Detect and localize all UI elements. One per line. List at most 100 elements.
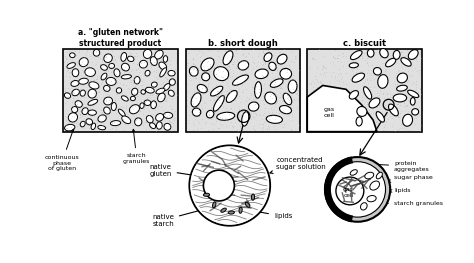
Ellipse shape xyxy=(164,112,173,118)
Ellipse shape xyxy=(408,90,419,98)
Ellipse shape xyxy=(288,80,297,93)
Ellipse shape xyxy=(197,84,207,93)
Ellipse shape xyxy=(265,92,276,104)
Ellipse shape xyxy=(376,112,384,122)
Ellipse shape xyxy=(393,50,400,59)
Text: starch granules: starch granules xyxy=(377,201,443,206)
Text: gas
cell: gas cell xyxy=(323,107,335,118)
Circle shape xyxy=(190,145,270,226)
Ellipse shape xyxy=(364,87,372,99)
Ellipse shape xyxy=(79,58,88,67)
Polygon shape xyxy=(307,85,377,132)
Ellipse shape xyxy=(393,94,407,102)
Ellipse shape xyxy=(64,93,71,98)
Ellipse shape xyxy=(350,170,357,175)
Bar xyxy=(307,48,422,132)
Ellipse shape xyxy=(251,194,255,200)
Ellipse shape xyxy=(104,97,112,105)
Ellipse shape xyxy=(89,82,99,89)
Ellipse shape xyxy=(132,88,138,95)
Ellipse shape xyxy=(239,207,242,213)
Text: native
gluten: native gluten xyxy=(149,164,206,178)
Ellipse shape xyxy=(164,84,170,90)
Bar xyxy=(63,48,178,132)
Ellipse shape xyxy=(266,115,283,123)
Ellipse shape xyxy=(104,54,112,63)
Ellipse shape xyxy=(141,90,146,94)
Ellipse shape xyxy=(72,89,79,96)
Ellipse shape xyxy=(156,88,165,94)
Ellipse shape xyxy=(101,73,107,80)
Ellipse shape xyxy=(128,56,134,62)
Ellipse shape xyxy=(140,103,144,108)
Ellipse shape xyxy=(163,56,168,62)
Ellipse shape xyxy=(213,95,224,111)
Ellipse shape xyxy=(86,119,92,125)
Ellipse shape xyxy=(245,202,250,207)
Ellipse shape xyxy=(144,100,151,105)
Ellipse shape xyxy=(277,54,287,64)
Ellipse shape xyxy=(104,85,110,91)
Ellipse shape xyxy=(242,112,249,126)
Circle shape xyxy=(203,170,235,201)
Ellipse shape xyxy=(217,112,235,120)
Ellipse shape xyxy=(397,85,407,91)
Ellipse shape xyxy=(408,50,418,59)
Ellipse shape xyxy=(80,90,85,96)
Ellipse shape xyxy=(151,101,156,109)
Ellipse shape xyxy=(269,62,276,70)
Ellipse shape xyxy=(121,96,128,101)
Text: starch
granules: starch granules xyxy=(123,129,150,164)
Ellipse shape xyxy=(155,114,164,121)
Circle shape xyxy=(330,162,385,217)
Text: native
starch: native starch xyxy=(152,209,202,227)
Bar xyxy=(186,48,300,132)
Ellipse shape xyxy=(121,75,131,79)
Ellipse shape xyxy=(270,79,283,87)
Ellipse shape xyxy=(104,107,110,114)
Ellipse shape xyxy=(110,121,121,126)
Ellipse shape xyxy=(100,65,108,70)
Ellipse shape xyxy=(71,80,79,87)
Ellipse shape xyxy=(191,93,201,107)
Circle shape xyxy=(336,177,364,205)
Ellipse shape xyxy=(80,121,85,127)
Ellipse shape xyxy=(361,203,367,210)
Ellipse shape xyxy=(280,68,292,79)
Text: sugar phase: sugar phase xyxy=(388,175,433,182)
Circle shape xyxy=(190,146,269,225)
Ellipse shape xyxy=(203,193,210,196)
Ellipse shape xyxy=(367,195,376,202)
Ellipse shape xyxy=(168,70,175,76)
Ellipse shape xyxy=(264,53,272,62)
Ellipse shape xyxy=(146,87,155,93)
Ellipse shape xyxy=(91,123,96,130)
Ellipse shape xyxy=(68,113,78,122)
Ellipse shape xyxy=(129,105,139,114)
Ellipse shape xyxy=(151,82,157,87)
Ellipse shape xyxy=(169,79,175,85)
Ellipse shape xyxy=(93,49,100,56)
Ellipse shape xyxy=(150,57,157,65)
Ellipse shape xyxy=(221,208,226,212)
Ellipse shape xyxy=(365,172,374,179)
Circle shape xyxy=(325,157,390,222)
Ellipse shape xyxy=(352,73,365,82)
Ellipse shape xyxy=(255,82,262,98)
Ellipse shape xyxy=(349,90,358,99)
Ellipse shape xyxy=(280,105,292,114)
Ellipse shape xyxy=(143,49,152,58)
Ellipse shape xyxy=(386,58,396,67)
Text: lipids: lipids xyxy=(389,189,410,194)
Ellipse shape xyxy=(378,75,388,88)
Ellipse shape xyxy=(82,108,88,115)
Ellipse shape xyxy=(357,107,367,117)
Ellipse shape xyxy=(67,63,75,68)
Ellipse shape xyxy=(88,110,96,115)
Ellipse shape xyxy=(212,202,216,208)
Ellipse shape xyxy=(201,58,214,71)
Ellipse shape xyxy=(168,90,174,96)
Ellipse shape xyxy=(64,124,75,131)
Ellipse shape xyxy=(159,62,166,70)
Ellipse shape xyxy=(370,181,380,190)
